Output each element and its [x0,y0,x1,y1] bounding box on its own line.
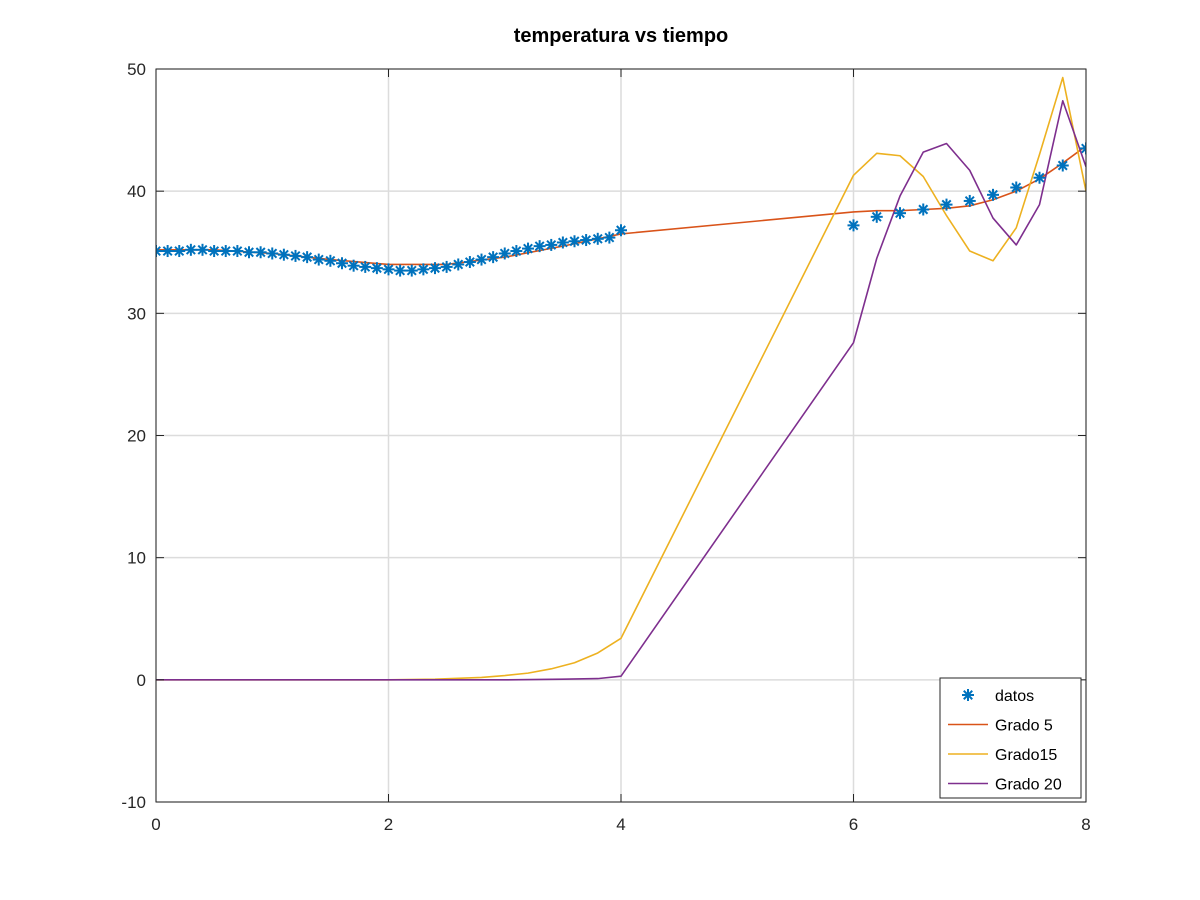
data-point [394,264,407,277]
data-point [440,260,453,273]
data-point [870,210,883,223]
x-tick-label: 4 [616,815,625,834]
data-point [254,246,267,259]
x-tick-label: 0 [151,815,160,834]
data-point [510,245,523,258]
chart-title: temperatura vs tiempo [514,25,729,47]
data-point [615,224,627,237]
data-point [987,188,999,201]
data-point [475,253,488,266]
data-point [347,259,360,272]
y-tick-label: 30 [127,304,146,323]
data-point [184,243,197,256]
series-layer [156,76,1086,681]
data-point [1056,159,1069,172]
series-line-grado15 [156,76,1086,681]
series-line-grado-20 [156,99,1086,681]
legend-box [939,677,1082,799]
data-point [591,232,604,245]
data-point [277,248,290,261]
data-point [545,238,558,251]
data-point [1010,181,1023,194]
data-point [208,245,221,258]
series-markers-datos [156,142,1086,277]
data-point [161,245,174,258]
legend-label: Grado 20 [995,777,1062,794]
data-point [301,251,314,264]
data-point [533,240,546,253]
legend-entry[interactable]: datos [962,688,1034,705]
x-tick-label: 6 [849,815,858,834]
data-point [463,256,476,269]
data-point [324,254,337,267]
data-point [603,231,616,244]
legend-label: datos [995,688,1034,705]
y-tick-label: 10 [127,549,146,568]
data-point [173,245,186,258]
data-point [156,245,162,258]
legend-marker [962,689,974,701]
data-point [556,236,569,249]
data-point [568,235,581,248]
y-tick-label: 0 [137,671,146,690]
data-point [312,253,325,266]
legend[interactable]: datos Grado 5 Grado15 Grado 20 [939,677,1082,799]
data-point [219,245,232,258]
data-point [289,249,302,262]
data-point [917,203,930,216]
data-point [370,262,383,275]
y-tick-label: 40 [127,182,146,201]
data-point [1080,142,1086,155]
data-point [405,264,418,277]
legend-entry[interactable]: Grado 5 [948,718,1053,735]
data-point [498,247,511,260]
x-tick-label: 2 [384,815,393,834]
data-point [894,207,906,220]
data-point [847,219,860,232]
legend-entry[interactable]: Grado15 [948,747,1057,764]
y-tick-label: 50 [127,60,146,79]
legend-label: Grado15 [995,747,1057,764]
data-point [1033,171,1046,184]
data-point [196,243,209,256]
data-point [336,257,348,270]
data-point [266,247,279,260]
data-point [522,242,534,255]
data-point [359,260,372,273]
y-tick-label: 20 [127,427,146,446]
data-point [243,246,255,259]
data-point [417,263,430,276]
data-point [429,262,441,275]
data-point [231,245,244,258]
legend-entry[interactable]: Grado 20 [948,777,1062,794]
axis-ticks: 0 2 4 6 8 -10 0 10 20 30 40 50 [121,60,1090,834]
data-point [940,198,953,211]
data-point [580,234,593,247]
data-point [963,194,976,207]
x-tick-label: 8 [1081,815,1090,834]
data-point [382,263,395,276]
y-tick-label: -10 [121,793,146,812]
data-point [487,251,500,264]
legend-label: Grado 5 [995,718,1053,735]
data-point [452,258,465,271]
